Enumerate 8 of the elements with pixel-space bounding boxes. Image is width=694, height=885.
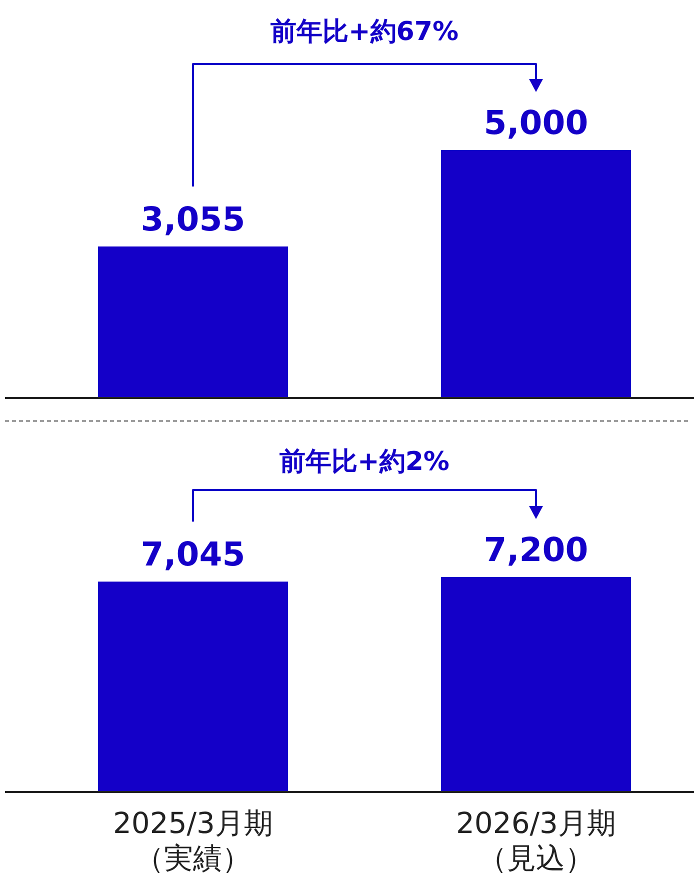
text: 前年比+約2% — [278, 447, 450, 477]
x-tick-label: 2026/3月期（見込） — [454, 806, 618, 876]
data-label: 5,000 — [484, 103, 588, 142]
data-label: 3,055 — [140, 199, 246, 238]
data-label: 7,045 — [140, 534, 246, 574]
data-label: 7,200 — [484, 530, 588, 569]
text: 前年比+約67% — [269, 17, 459, 47]
x-tick-label: 2025/3月期（実績） — [112, 806, 274, 876]
